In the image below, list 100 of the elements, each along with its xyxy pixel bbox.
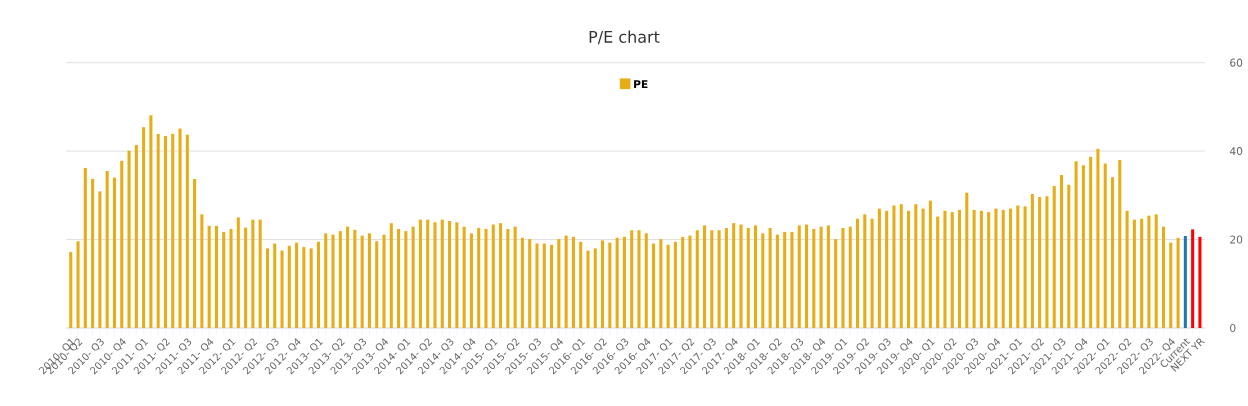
bar xyxy=(819,226,823,328)
bar xyxy=(848,226,852,328)
bar xyxy=(1074,161,1078,328)
bar xyxy=(163,136,167,328)
bar xyxy=(426,219,430,328)
bar xyxy=(105,171,109,328)
bar xyxy=(622,236,626,328)
bar xyxy=(491,224,495,328)
bar xyxy=(761,233,765,328)
bar xyxy=(957,209,962,328)
bar xyxy=(331,234,335,328)
bar xyxy=(921,208,925,328)
bar xyxy=(316,241,320,328)
bar xyxy=(717,230,721,328)
bar xyxy=(1103,163,1107,328)
bar xyxy=(520,237,524,328)
bar xyxy=(1118,159,1122,328)
bar xyxy=(681,236,685,328)
bar xyxy=(112,177,116,328)
bar xyxy=(1191,229,1195,328)
bar xyxy=(171,133,175,328)
bar xyxy=(462,226,466,328)
bar xyxy=(1016,205,1020,328)
bar xyxy=(673,241,677,328)
bar xyxy=(484,228,488,328)
chart-title: P/E chart xyxy=(589,30,660,45)
bar xyxy=(834,239,838,328)
bar xyxy=(1140,218,1144,328)
bar xyxy=(149,115,153,328)
bar xyxy=(1001,209,1005,328)
bar xyxy=(382,234,386,328)
bar xyxy=(826,225,830,328)
bar xyxy=(601,240,605,328)
bar xyxy=(1161,226,1166,328)
bar xyxy=(273,243,277,328)
bar xyxy=(703,225,707,328)
bar xyxy=(1147,215,1151,328)
bar xyxy=(200,214,204,328)
bar xyxy=(812,228,816,328)
bar xyxy=(360,235,364,328)
bar xyxy=(695,230,699,328)
bar xyxy=(1008,208,1013,328)
bar xyxy=(69,251,73,328)
bar xyxy=(455,222,459,328)
bar xyxy=(972,209,976,328)
bar xyxy=(841,228,845,328)
bar xyxy=(265,248,269,328)
bar xyxy=(907,210,911,328)
bar xyxy=(353,229,357,328)
bar xyxy=(499,223,503,328)
bar xyxy=(863,214,867,328)
bar xyxy=(652,243,656,328)
bar xyxy=(790,232,794,328)
bar xyxy=(615,237,619,328)
bar xyxy=(142,127,146,328)
bar xyxy=(856,218,860,328)
bar xyxy=(244,227,248,328)
bar xyxy=(637,230,641,328)
bar xyxy=(397,228,401,328)
bar xyxy=(885,210,889,328)
bar xyxy=(805,224,809,328)
bar xyxy=(506,228,510,328)
bar xyxy=(746,228,750,328)
bar xyxy=(928,200,932,328)
bar xyxy=(775,234,779,328)
bar xyxy=(899,204,903,328)
bar xyxy=(1198,236,1202,328)
y-tick-label: 40 xyxy=(1229,147,1243,156)
bar xyxy=(156,133,160,328)
bar xyxy=(1110,177,1115,328)
bar xyxy=(134,144,138,328)
bar xyxy=(389,223,393,328)
bar xyxy=(732,223,736,328)
bar xyxy=(1030,193,1034,328)
bar xyxy=(1067,184,1071,328)
bar xyxy=(994,208,998,328)
bar xyxy=(411,226,415,328)
bar xyxy=(83,167,87,328)
bar xyxy=(309,248,313,328)
bar xyxy=(367,233,371,328)
bar xyxy=(586,250,590,328)
bar xyxy=(1023,206,1027,328)
bar xyxy=(659,239,663,328)
bar xyxy=(550,244,554,328)
bar xyxy=(1132,219,1136,328)
bar xyxy=(1096,148,1100,328)
bar xyxy=(987,212,991,328)
bar xyxy=(666,244,670,328)
bar xyxy=(1089,156,1093,328)
bar xyxy=(936,216,940,328)
bar xyxy=(193,178,197,328)
bar xyxy=(754,225,758,328)
bar xyxy=(710,230,714,328)
bar xyxy=(542,243,546,328)
bar xyxy=(229,228,233,328)
bar xyxy=(630,230,634,328)
bar xyxy=(943,210,947,328)
bar xyxy=(528,239,532,328)
bar xyxy=(892,205,896,328)
bar xyxy=(295,242,299,328)
